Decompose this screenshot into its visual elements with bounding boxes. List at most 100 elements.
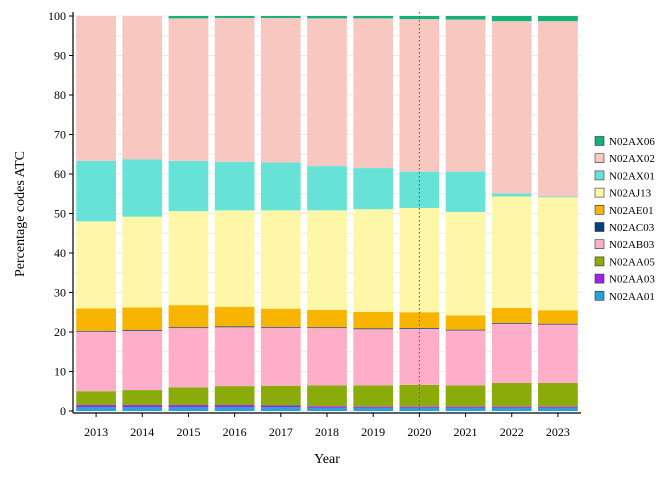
x-tick-label: 2014 — [130, 425, 154, 439]
bar-segment-N02AC03-2021 — [445, 329, 486, 331]
bar-segment-N02AE01-2022 — [491, 307, 532, 323]
legend-swatch-N02AC03 — [594, 222, 605, 232]
bar-segment-N02AC03-2016 — [214, 326, 255, 328]
legend-label-N02AA05: N02AA05 — [609, 256, 655, 268]
bar-segment-N02AX02-2016 — [214, 17, 255, 162]
bar-segment-N02AC03-2019 — [353, 328, 394, 330]
bar-segment-N02AX06-2017 — [260, 16, 301, 18]
bar-segment-N02AJ13-2017 — [260, 210, 301, 309]
x-tick-label: 2015 — [176, 425, 200, 439]
legend-swatch-N02AJ13 — [594, 187, 605, 198]
bar-segment-N02AX06-2015 — [168, 16, 209, 19]
bar-segment-N02AA05-2021 — [445, 385, 486, 407]
legend-swatch-N02AA05 — [594, 256, 605, 267]
bar-segment-N02AA05-2017 — [260, 385, 301, 406]
y-tick-label: 50 — [54, 207, 66, 221]
bar-segment-N02AJ13-2016 — [214, 210, 255, 307]
bars-layer — [76, 16, 578, 411]
legend-label-N02AX06: N02AX06 — [609, 136, 655, 148]
bar-segment-N02AX02-2013 — [76, 16, 116, 161]
bar-segment-N02AX02-2014 — [122, 16, 163, 160]
bar-segment-N02AA03-2016 — [214, 405, 255, 408]
bar-segment-N02AB03-2014 — [122, 330, 163, 391]
bar-segment-N02AC03-2014 — [122, 330, 163, 331]
y-tick-label: 40 — [54, 246, 66, 260]
bar-segment-N02AA03-2014 — [122, 405, 163, 408]
legend-label-N02AX01: N02AX01 — [609, 170, 655, 182]
bar-segment-N02AE01-2014 — [122, 307, 163, 331]
bar-segment-N02AC03-2015 — [168, 327, 209, 329]
bar-segment-N02AX02-2015 — [168, 18, 209, 161]
x-tick-label: 2017 — [269, 425, 293, 439]
bar-segment-N02AA03-2015 — [168, 405, 209, 408]
bar-segment-N02AC03-2018 — [307, 327, 347, 329]
bar-segment-N02AJ13-2023 — [538, 197, 578, 311]
bar-segment-N02AB03-2015 — [168, 328, 209, 388]
bar-segment-N02AA03-2023 — [538, 406, 578, 408]
bar-segment-N02AX01-2015 — [168, 160, 209, 212]
bar-segment-N02AA01-2014 — [122, 407, 163, 411]
bar-segment-N02AE01-2018 — [307, 309, 347, 328]
bar-segment-N02AX06-2016 — [214, 16, 255, 18]
bar-segment-N02AA01-2019 — [353, 407, 394, 411]
bar-segment-N02AX01-2017 — [260, 162, 301, 211]
y-tick-label: 10 — [54, 365, 66, 379]
y-tick-label: 100 — [48, 9, 66, 23]
bar-segment-N02AA01-2015 — [168, 407, 209, 411]
bar-segment-N02AX02-2019 — [353, 18, 394, 169]
y-tick-label: 80 — [54, 88, 66, 102]
bar-segment-N02AX01-2023 — [538, 196, 578, 198]
x-tick-label: 2022 — [500, 425, 524, 439]
legend-label-N02AA03: N02AA03 — [609, 274, 655, 286]
bar-segment-N02AB03-2013 — [76, 331, 116, 392]
bar-segment-N02AX01-2022 — [491, 193, 532, 197]
y-tick-label: 30 — [54, 286, 66, 300]
bar-segment-N02AE01-2015 — [168, 305, 209, 328]
bar-segment-N02AA01-2021 — [445, 407, 486, 411]
bar-segment-N02AX01-2014 — [122, 159, 163, 217]
bar-segment-N02AX02-2021 — [445, 19, 486, 172]
bar-segment-N02AC03-2013 — [76, 330, 116, 332]
bar-segment-N02AA05-2020 — [399, 384, 440, 407]
legend-swatch-N02AA03 — [594, 273, 605, 284]
bar-segment-N02AA03-2017 — [260, 405, 301, 408]
bar-segment-N02AX01-2019 — [353, 168, 394, 210]
bar-segment-N02AX01-2018 — [307, 166, 347, 211]
y-tick-label: 90 — [54, 49, 66, 63]
y-axis-title: Percentage codes ATC — [13, 151, 28, 277]
legend-swatch-N02AA01 — [594, 290, 605, 301]
bar-segment-N02AA01-2016 — [214, 407, 255, 411]
bar-segment-N02AA01-2022 — [491, 407, 532, 411]
bar-segment-N02AB03-2021 — [445, 330, 486, 386]
legend: N02AX06 N02AX02 N02AX01 N02AJ13 N02AE01 N02AC… — [594, 136, 655, 303]
y-tick-label: 70 — [54, 128, 66, 142]
bar-segment-N02AB03-2016 — [214, 327, 255, 387]
x-tick-label: 2021 — [454, 425, 478, 439]
bar-segment-N02AX02-2017 — [260, 17, 301, 163]
legend-label-N02AJ13: N02AJ13 — [609, 188, 652, 200]
bar-segment-N02AA01-2023 — [538, 407, 578, 411]
bar-segment-N02AA01-2017 — [260, 407, 301, 411]
y-tick-label: 20 — [54, 325, 66, 339]
legend-swatch-N02AX06 — [594, 136, 605, 146]
bar-segment-N02AA03-2021 — [445, 406, 486, 408]
bar-segment-N02AA03-2013 — [76, 405, 116, 408]
legend-label-N02AE01: N02AE01 — [609, 205, 654, 217]
bar-segment-N02AX01-2021 — [445, 171, 486, 212]
bar-segment-N02AA05-2023 — [538, 382, 578, 407]
bar-segment-N02AA03-2020 — [399, 406, 440, 408]
legend-swatch-N02AX02 — [594, 153, 605, 163]
y-tick-label: 0 — [60, 404, 66, 418]
bar-segment-N02AJ13-2021 — [445, 211, 486, 316]
bar-segment-N02AE01-2013 — [76, 308, 116, 331]
bar-segment-N02AX01-2016 — [214, 161, 255, 211]
bar-segment-N02AX01-2013 — [76, 160, 116, 222]
bar-segment-N02AX06-2020 — [399, 16, 440, 20]
bar-segment-N02AX06-2021 — [445, 16, 486, 20]
x-tick-label: 2020 — [407, 425, 431, 439]
bar-segment-N02AC03-2023 — [538, 323, 578, 325]
bar-segment-N02AA05-2013 — [76, 391, 116, 406]
bar-segment-N02AE01-2016 — [214, 306, 255, 327]
bar-segment-N02AJ13-2018 — [307, 210, 347, 310]
bar-segment-N02AX01-2020 — [399, 171, 440, 208]
